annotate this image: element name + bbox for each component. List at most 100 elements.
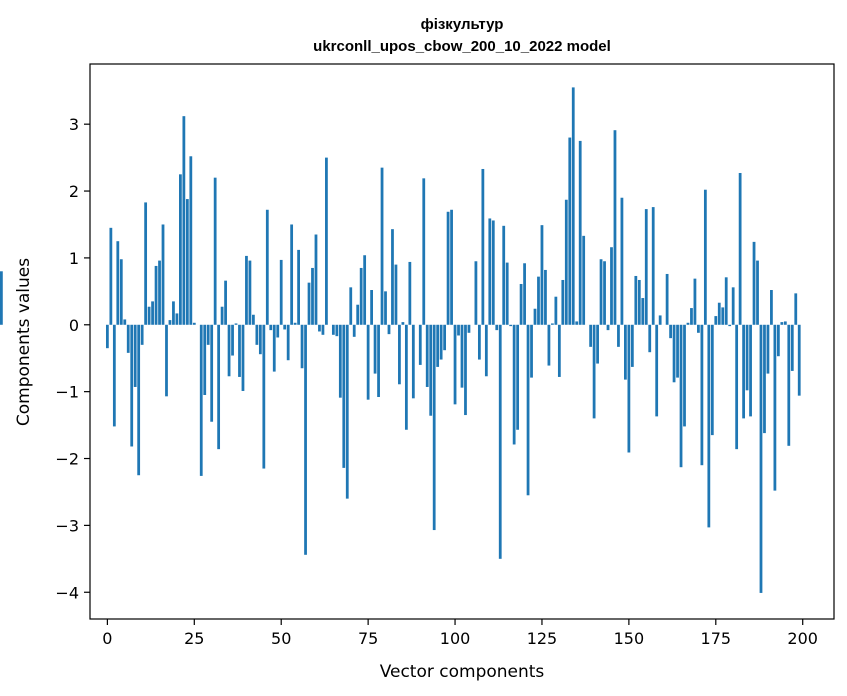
bar-161 (665, 273, 669, 325)
bar-159 (658, 315, 662, 325)
bar-158 (655, 324, 659, 417)
bar-197 (790, 324, 794, 371)
bar-121 (526, 324, 530, 496)
bar-167 (686, 322, 690, 325)
bar-49 (276, 324, 280, 338)
bar-30 (210, 324, 214, 422)
y-tick-label: −4 (55, 583, 79, 602)
bar-54 (293, 322, 297, 325)
bar-75 (366, 324, 370, 400)
bar-127 (547, 324, 551, 366)
bar-8 (133, 324, 137, 387)
bar-168 (690, 308, 693, 325)
x-axis-ticks: 0 25 50 75 100 125 150 175 200 (102, 619, 818, 648)
bar-68 (342, 324, 346, 468)
bar-38 (238, 324, 241, 377)
bar-series (0, 87, 801, 593)
bar-157 (651, 207, 655, 325)
bar-94 (432, 324, 436, 531)
bar-101 (457, 324, 460, 336)
bar-130 (557, 324, 561, 377)
bar-148 (620, 197, 624, 325)
bar-122 (530, 324, 533, 378)
bar-123 (533, 308, 537, 325)
bar-118 (516, 324, 520, 430)
x-tick-label: 175 (701, 629, 732, 648)
bar-183 (742, 324, 745, 419)
bar-154 (641, 298, 645, 325)
bar-87 (408, 261, 412, 325)
bar-2 (112, 324, 116, 427)
bar-86 (404, 324, 408, 430)
bar-17 (165, 324, 168, 397)
x-tick-label: 50 (271, 629, 291, 648)
bar-173 (707, 324, 711, 528)
x-tick-label: 125 (527, 629, 558, 648)
bar-84 (398, 324, 401, 385)
bar-144 (606, 324, 610, 331)
bar-190 (766, 324, 770, 374)
y-axis-ticks: −4 −3 −2 −1 0 1 2 3 (55, 115, 90, 602)
bar-45 (262, 324, 266, 469)
bar-67 (338, 324, 342, 398)
bar-151 (630, 324, 634, 367)
bar-107 (477, 324, 481, 360)
bar-63 (325, 157, 328, 325)
bar-79 (380, 167, 384, 325)
bar-85 (401, 322, 405, 325)
bar-72 (356, 304, 360, 325)
bar-194 (780, 322, 784, 325)
bar-43 (255, 324, 259, 345)
bar-136 (578, 140, 582, 325)
bar-106 (474, 261, 478, 325)
bar-146 (613, 130, 617, 325)
bar-13 (151, 301, 154, 325)
bar-143 (603, 261, 606, 325)
bar-1 (109, 227, 113, 325)
bar-6 (126, 324, 130, 353)
bar-99 (450, 209, 453, 325)
bar-69 (345, 324, 349, 499)
bar-113 (498, 324, 502, 559)
x-axis-label: Vector components (380, 662, 545, 682)
bar-117 (512, 324, 516, 445)
bar-77 (373, 324, 377, 374)
bar-147 (617, 324, 620, 347)
bar-97 (443, 324, 447, 351)
y-tick-label: 0 (69, 316, 79, 335)
bar-81 (387, 324, 391, 335)
bar-132 (564, 199, 568, 325)
bar-162 (669, 324, 672, 339)
y-tick-label: −3 (55, 516, 79, 535)
y-axis-label: Components values (14, 258, 34, 426)
bar-58 (307, 282, 311, 325)
bar-91 (422, 178, 426, 325)
bar-104 (467, 324, 471, 333)
bar-9 (137, 324, 141, 476)
bar-129 (554, 296, 558, 325)
x-tick-label: 150 (614, 629, 645, 648)
bar-11 (144, 202, 148, 325)
bar-108 (481, 168, 485, 325)
bar-188 (759, 324, 763, 593)
bar-192 (773, 324, 777, 491)
bar-78 (377, 324, 380, 397)
x-tick-label: 0 (102, 629, 112, 648)
bar-7 (130, 324, 134, 447)
bar-62 (321, 324, 325, 335)
bar-193 (776, 324, 780, 357)
y-tick-label: 3 (69, 115, 79, 134)
y-tick-label: −2 (55, 450, 79, 469)
bar-109 (484, 324, 488, 377)
x-tick-label: 25 (184, 629, 204, 648)
bar-10 (140, 324, 144, 345)
bar-5 (123, 319, 127, 325)
chart-title-line-1: фізкультур (421, 16, 504, 33)
bar-3 (116, 241, 120, 325)
bar-142 (599, 259, 603, 325)
bar-37 (234, 323, 238, 325)
bar-34 (224, 280, 227, 325)
bar-156 (648, 324, 652, 353)
bar-116 (509, 324, 513, 327)
bar-47 (269, 324, 273, 331)
